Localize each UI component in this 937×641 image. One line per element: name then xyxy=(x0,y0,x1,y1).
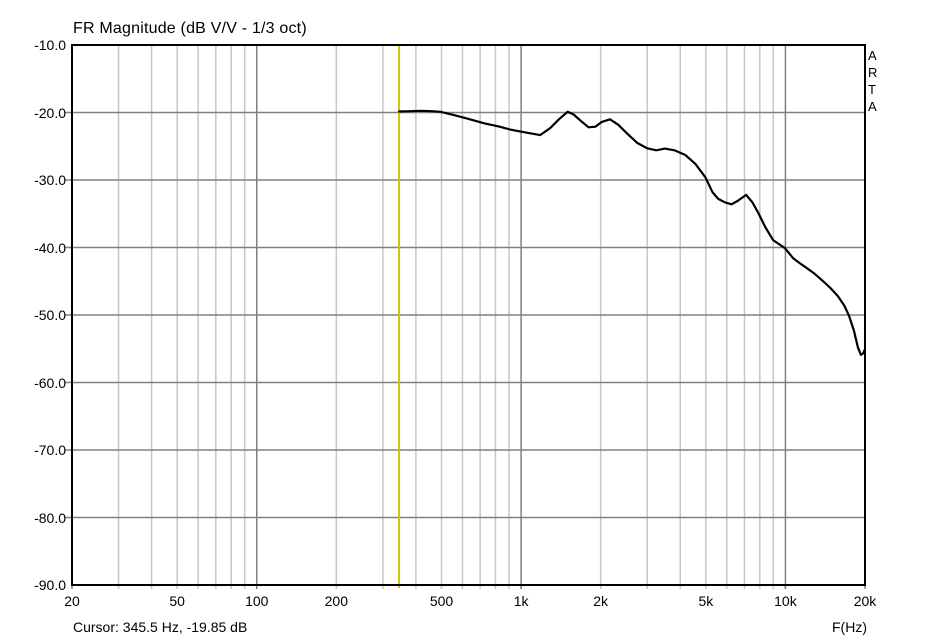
plot-border xyxy=(71,44,866,586)
x-axis-tick-label: 500 xyxy=(429,593,454,609)
y-axis-tick-label: -10.0 xyxy=(34,37,66,53)
chart-title: FR Magnitude (dB V/V - 1/3 oct) xyxy=(73,20,307,37)
y-axis-tick-label: -20.0 xyxy=(34,104,66,121)
y-axis-tick-label: -60.0 xyxy=(34,374,66,391)
y-axis-tick-label: -50.0 xyxy=(34,307,66,323)
x-axis-tick-label: 50 xyxy=(169,593,185,609)
x-axis-tick-label: 100 xyxy=(245,593,269,609)
fr-curve xyxy=(398,109,867,356)
x-axis-tick-label: 2k xyxy=(593,593,609,609)
x-axis-tick-label: 1k xyxy=(513,593,529,609)
y-axis-tick-label: -40.0 xyxy=(34,239,66,256)
x-axis-tick-label: 200 xyxy=(324,593,348,609)
frequency-axis-label: F(Hz) xyxy=(832,619,867,635)
x-axis-tick-label: 20k xyxy=(853,593,877,609)
cursor-readout: Cursor: 345.5 Hz, -19.85 dB xyxy=(73,619,248,635)
y-axis-tick-label: -80.0 xyxy=(34,509,66,526)
x-axis-tick-label: 20 xyxy=(64,593,80,609)
y-axis-tick-label: -90.0 xyxy=(34,577,66,593)
x-axis-tick-label: 10k xyxy=(774,593,797,609)
y-axis-tick-label: -30.0 xyxy=(34,172,66,188)
x-axis-tick-label: 5k xyxy=(698,593,714,609)
arta-watermark: ARTA xyxy=(868,48,878,114)
y-axis-tick-label: -70.0 xyxy=(34,442,66,458)
